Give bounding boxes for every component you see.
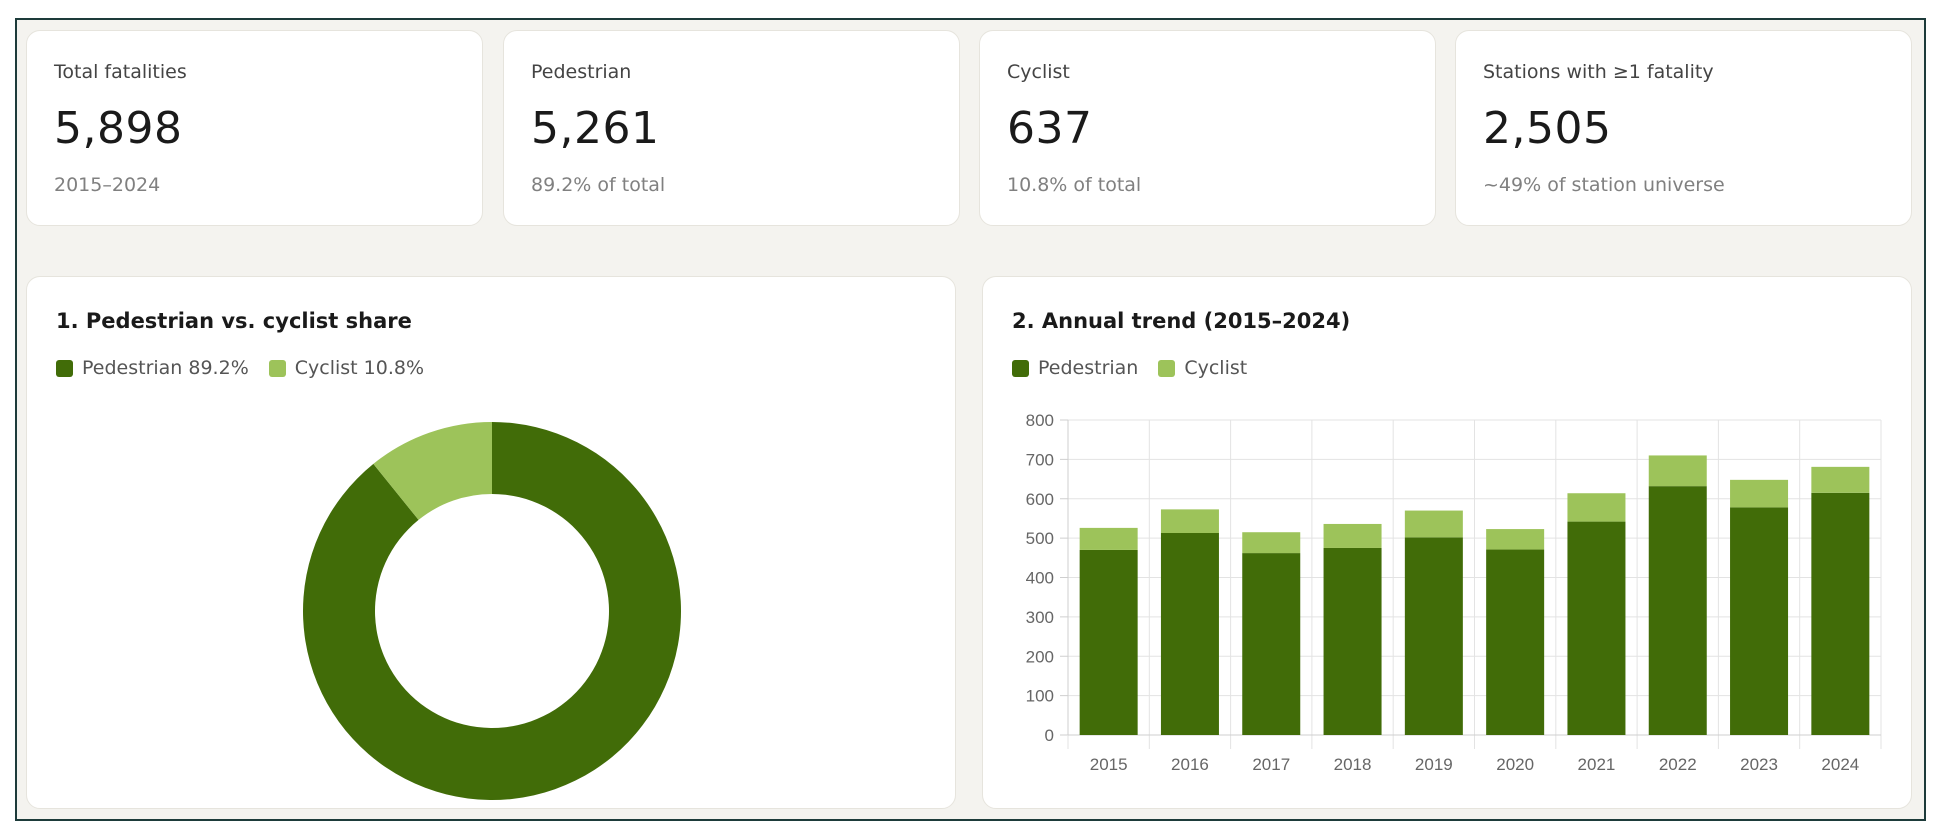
bar-pedestrian-2021: [1567, 521, 1626, 735]
legend-label: Cyclist: [1184, 357, 1248, 379]
kpi-value: 5,261: [531, 103, 660, 154]
kpi-label: Cyclist: [1007, 61, 1070, 83]
kpi-value: 637: [1007, 103, 1093, 154]
bar-cyclist-2021: [1567, 493, 1626, 522]
bar-pedestrian-2023: [1730, 507, 1789, 735]
x-tick-label: 2021: [1578, 755, 1616, 774]
bar-pedestrian-2024: [1811, 492, 1870, 735]
y-tick-label: 700: [1026, 450, 1054, 469]
kpi-subtext: ~49% of station universe: [1483, 174, 1725, 196]
y-tick-label: 200: [1026, 647, 1054, 666]
chart-legend: Pedestrian Cyclist: [1012, 357, 1267, 379]
x-tick-label: 2020: [1496, 755, 1534, 774]
x-tick-label: 2018: [1334, 755, 1372, 774]
stacked-bar-chart: 0 100 200 300 400 500 600 700 800 2015 2016 2017 201…: [1026, 411, 1882, 774]
bar-cyclist-2020: [1486, 529, 1545, 550]
kpi-value: 2,505: [1483, 103, 1612, 154]
bar-cyclist-2023: [1730, 479, 1789, 508]
x-tick-label: 2016: [1171, 755, 1209, 774]
bar-cyclist-2024: [1811, 466, 1870, 493]
bar-cyclist-2018: [1323, 523, 1382, 548]
legend-swatch-cyclist: [1158, 359, 1176, 377]
kpi-subtext: 2015–2024: [54, 174, 161, 196]
x-tick-label: 2022: [1659, 755, 1697, 774]
bar-pedestrian-2018: [1323, 547, 1382, 735]
bar-pedestrian-2015: [1079, 549, 1138, 735]
y-tick-label: 600: [1026, 490, 1054, 509]
kpi-label: Stations with ≥1 fatality: [1483, 61, 1714, 83]
bar-cyclist-2015: [1079, 527, 1138, 550]
kpi-card-cyclist: Cyclist 637 10.8% of total: [979, 30, 1436, 226]
legend-label: Pedestrian: [1038, 357, 1139, 379]
donut-chart: [303, 422, 681, 800]
x-tick-label: 2017: [1252, 755, 1290, 774]
bar-cyclist-2022: [1648, 455, 1707, 487]
legend-swatch-cyclist: [268, 359, 286, 377]
bar-cyclist-2019: [1404, 510, 1463, 538]
legend-label: Cyclist 10.8%: [294, 357, 425, 379]
legend-item-pedestrian: Pedestrian: [1012, 357, 1138, 379]
legend-item-cyclist: Cyclist 10.8%: [268, 357, 425, 379]
bar-pedestrian-2019: [1404, 537, 1463, 735]
share-panel: 1. Pedestrian vs. cyclist share Pedestri…: [26, 276, 956, 809]
kpi-label: Pedestrian: [531, 61, 632, 83]
chart-legend: Pedestrian 89.2% Cyclist 10.8%: [56, 357, 444, 379]
legend-item-pedestrian: Pedestrian 89.2%: [56, 357, 249, 379]
legend-item-cyclist: Cyclist: [1158, 357, 1247, 379]
legend-swatch-pedestrian: [1012, 359, 1029, 377]
kpi-card-pedestrian: Pedestrian 5,261 89.2% of total: [503, 30, 960, 226]
bar-cyclist-2016: [1160, 509, 1219, 534]
kpi-card-stations: Stations with ≥1 fatality 2,505 ~49% of …: [1455, 30, 1912, 226]
legend-label: Pedestrian 89.2%: [82, 357, 249, 379]
y-tick-label: 100: [1026, 687, 1054, 706]
x-tick-label: 2023: [1740, 755, 1778, 774]
kpi-subtext: 10.8% of total: [1007, 174, 1142, 196]
y-tick-label: 400: [1026, 569, 1054, 588]
bar-pedestrian-2020: [1486, 549, 1545, 735]
trend-panel: 2. Annual trend (2015–2024) Pedestrian C…: [982, 276, 1912, 809]
y-tick-label: 800: [1026, 411, 1054, 430]
kpi-value: 5,898: [54, 103, 183, 154]
y-tick-label: 300: [1026, 608, 1054, 627]
x-tick-label: 2019: [1415, 755, 1453, 774]
dashboard-frame: Total fatalities 5,898 2015–2024 Pedestr…: [15, 18, 1926, 821]
bar-pedestrian-2022: [1648, 486, 1707, 735]
bar-pedestrian-2016: [1160, 533, 1219, 735]
panel-title: 1. Pedestrian vs. cyclist share: [56, 309, 412, 333]
y-tick-label: 500: [1026, 529, 1054, 548]
x-tick-label: 2015: [1090, 755, 1128, 774]
bar-cyclist-2017: [1242, 532, 1301, 554]
x-tick-label: 2024: [1821, 755, 1859, 774]
panel-title: 2. Annual trend (2015–2024): [1012, 309, 1351, 333]
y-tick-label: 0: [1045, 726, 1054, 745]
donut-slice-pedestrian: [303, 422, 681, 800]
bar-pedestrian-2017: [1242, 553, 1301, 735]
legend-swatch-pedestrian: [56, 359, 73, 377]
kpi-card-total: Total fatalities 5,898 2015–2024: [26, 30, 483, 226]
donut-slice-cyclist: [373, 422, 492, 520]
kpi-label: Total fatalities: [54, 61, 187, 83]
kpi-subtext: 89.2% of total: [531, 174, 666, 196]
